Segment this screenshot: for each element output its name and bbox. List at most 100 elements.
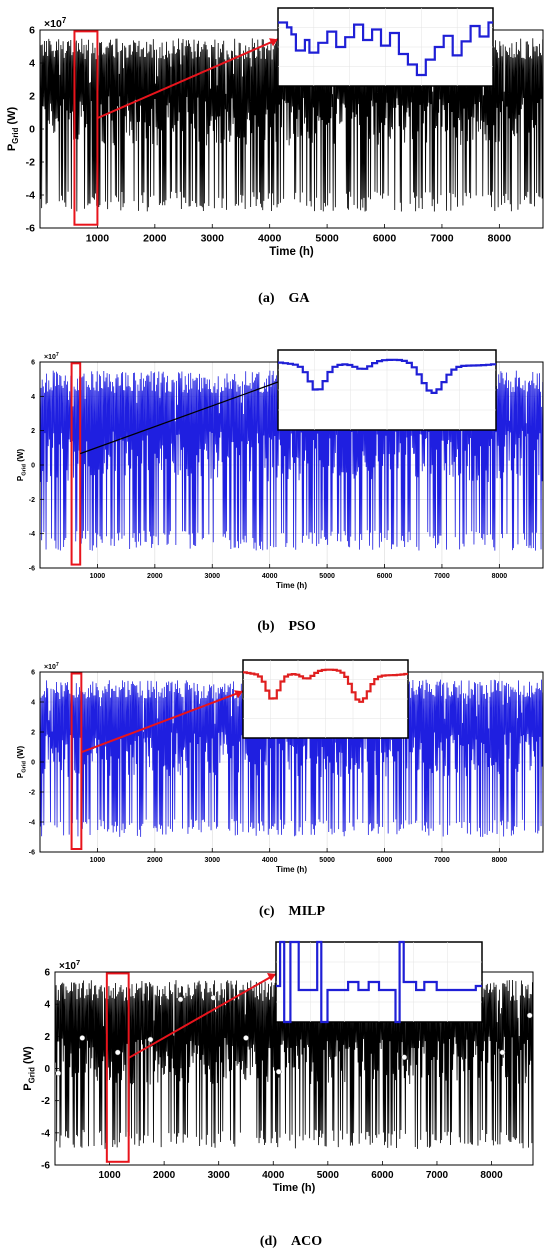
zoom-region-box bbox=[105, 972, 130, 1163]
y-tick-label: -2 bbox=[29, 497, 35, 504]
x-tick-label: 7000 bbox=[430, 233, 454, 245]
data-point bbox=[147, 1036, 154, 1043]
y-axis-label: PGrid (W) bbox=[6, 106, 20, 151]
y-tick-label: -6 bbox=[29, 849, 35, 856]
inset-zoom-line bbox=[278, 358, 496, 394]
zoom-connector-line bbox=[97, 38, 279, 120]
x-tick-label: 3000 bbox=[208, 1170, 231, 1181]
inset-zoom-line bbox=[278, 21, 493, 77]
x-tick-label: 7000 bbox=[434, 573, 450, 580]
data-point bbox=[275, 1068, 282, 1075]
data-point bbox=[499, 1049, 506, 1056]
x-tick-label: 6000 bbox=[373, 233, 397, 245]
x-axis-label: Time (h) bbox=[273, 1182, 316, 1194]
chart-panel-aco: 1000 2000 3000 4000 5000 6000 7000 8000 -6 -4 -2 0 2… bbox=[22, 940, 534, 1249]
y-tick-label: -2 bbox=[26, 157, 35, 169]
y-tick-label: 2 bbox=[44, 1032, 50, 1043]
y-multiplier-label: ×107 bbox=[59, 958, 80, 972]
data-point bbox=[526, 1012, 533, 1019]
zoom-arrow-head bbox=[234, 690, 243, 699]
zoom-connector-line bbox=[79, 381, 279, 455]
zoom-region-box bbox=[70, 672, 83, 850]
x-tick-label: 8000 bbox=[492, 573, 508, 580]
x-tick-label: 7000 bbox=[426, 1170, 449, 1181]
x-tick-label: 6000 bbox=[377, 573, 393, 580]
y-multiplier-label: ×107 bbox=[44, 352, 59, 361]
x-tick-label: 6000 bbox=[371, 1170, 394, 1181]
y-tick-label: 4 bbox=[31, 699, 35, 706]
chart-panel-milp: 1000 2000 3000 4000 5000 6000 7000 8000 -6 -4 -2 0 2… bbox=[16, 659, 544, 919]
y-tick-label: -6 bbox=[41, 1161, 50, 1172]
y-axis-label: PGrid (W) bbox=[16, 449, 27, 482]
x-tick-label: 3000 bbox=[204, 857, 220, 864]
zoom-arrow-head bbox=[267, 973, 276, 981]
x-axis-label: Time (h) bbox=[269, 246, 314, 258]
x-tick-label: 2000 bbox=[153, 1170, 176, 1181]
x-tick-label: 5000 bbox=[317, 1170, 340, 1181]
y-axis-label: PGrid (W) bbox=[16, 746, 27, 779]
y-tick-label: 6 bbox=[44, 968, 50, 979]
x-tick-label: 4000 bbox=[262, 573, 278, 580]
caption-letter: (c) bbox=[259, 904, 275, 919]
y-tick-label: 6 bbox=[31, 669, 35, 676]
x-tick-label: 3000 bbox=[201, 233, 225, 245]
x-tick-label: 2000 bbox=[147, 573, 163, 580]
x-tick-label: 7000 bbox=[434, 857, 450, 864]
caption-name: ACO bbox=[291, 1234, 322, 1249]
y-tick-label: 2 bbox=[29, 91, 35, 103]
x-axis-label: Time (h) bbox=[276, 865, 307, 874]
x-tick-label: 1000 bbox=[90, 573, 106, 580]
y-tick-label: -2 bbox=[41, 1096, 50, 1107]
inset-zoom-line bbox=[243, 668, 408, 703]
x-tick-label: 5000 bbox=[319, 573, 335, 580]
x-tick-label: 4000 bbox=[258, 233, 282, 245]
data-point bbox=[177, 996, 184, 1003]
x-tick-label: 1000 bbox=[90, 857, 106, 864]
y-tick-label: 4 bbox=[44, 1000, 50, 1011]
y-tick-label: -4 bbox=[29, 819, 35, 826]
data-point bbox=[243, 1035, 249, 1041]
inset-zoom-line bbox=[276, 940, 482, 1024]
x-tick-label: 8000 bbox=[488, 233, 512, 245]
y-tick-label: -4 bbox=[26, 190, 35, 202]
x-tick-label: 5000 bbox=[319, 857, 335, 864]
y-tick-label: 2 bbox=[31, 428, 35, 435]
zoom-connector-line bbox=[128, 973, 277, 1059]
y-tick-label: -6 bbox=[29, 565, 35, 572]
data-point bbox=[401, 1054, 408, 1061]
caption-name: PSO bbox=[289, 619, 316, 634]
y-tick-label: 4 bbox=[29, 58, 35, 70]
x-tick-label: 4000 bbox=[262, 1170, 285, 1181]
zoom-arrow-head bbox=[269, 38, 278, 47]
data-point bbox=[79, 1035, 86, 1041]
x-tick-label: 4000 bbox=[262, 857, 278, 864]
y-tick-label: -4 bbox=[41, 1128, 50, 1139]
x-tick-label: 2000 bbox=[143, 233, 167, 245]
chart-panel-ga: 1000 2000 3000 4000 5000 6000 7000 8000 -6 -4 -2 0 2… bbox=[6, 7, 544, 306]
y-tick-label: 6 bbox=[29, 25, 35, 37]
x-tick-label: 5000 bbox=[315, 233, 339, 245]
data-point bbox=[55, 1070, 62, 1077]
x-tick-label: 8000 bbox=[480, 1170, 503, 1181]
caption-letter: (b) bbox=[257, 619, 274, 634]
y-tick-label: 4 bbox=[31, 394, 35, 401]
zoom-region-box bbox=[73, 30, 99, 226]
y-multiplier-label: ×107 bbox=[44, 662, 59, 671]
x-tick-label: 8000 bbox=[492, 857, 508, 864]
y-tick-label: 0 bbox=[29, 124, 35, 136]
y-tick-label: -2 bbox=[29, 789, 35, 796]
caption-name: MILP bbox=[289, 904, 326, 919]
y-tick-label: 2 bbox=[31, 729, 35, 736]
y-multiplier-label: ×107 bbox=[44, 16, 67, 30]
data-point bbox=[210, 994, 217, 1001]
data-point bbox=[114, 1049, 121, 1056]
y-tick-label: 0 bbox=[31, 759, 35, 766]
x-tick-label: 2000 bbox=[147, 857, 163, 864]
caption-name: GA bbox=[289, 291, 311, 306]
y-tick-label: -4 bbox=[29, 531, 35, 538]
y-axis-label: PGrid (W) bbox=[22, 1046, 36, 1091]
x-tick-label: 1000 bbox=[98, 1170, 121, 1181]
x-axis-label: Time (h) bbox=[276, 581, 307, 590]
x-tick-label: 3000 bbox=[204, 573, 220, 580]
